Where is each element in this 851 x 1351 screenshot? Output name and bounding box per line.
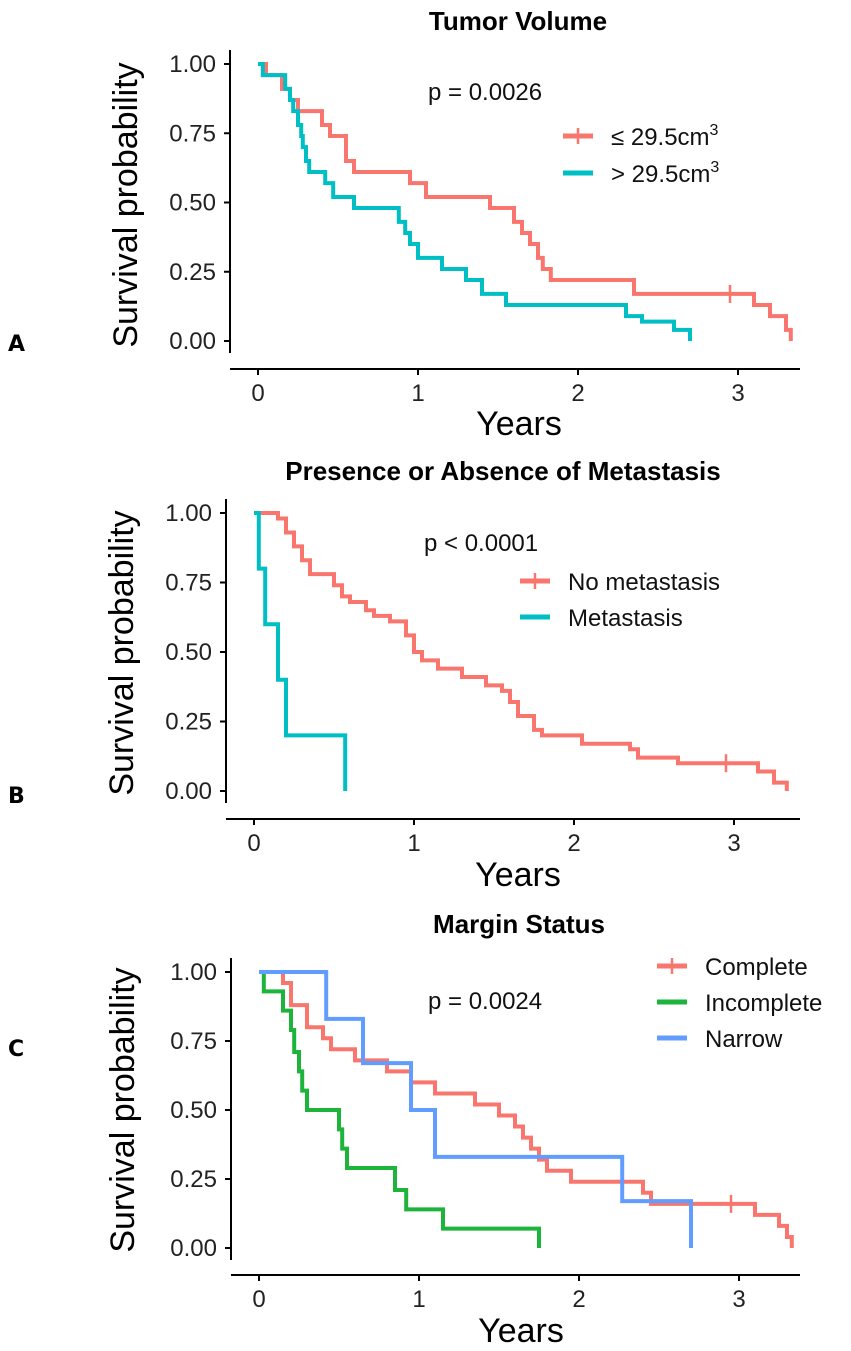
x-tick-label: 1 xyxy=(412,1286,425,1313)
y-tick-label: 0.75 xyxy=(169,120,216,147)
chart-title: Tumor Volume xyxy=(429,6,607,36)
y-axis-label: Survival probability xyxy=(107,62,145,347)
legend-label-narrow: Narrow xyxy=(705,1026,783,1053)
panel-b: B Presence or Absence of Metastasis Surv… xyxy=(0,450,851,900)
y-tick-label: 1.00 xyxy=(169,51,216,78)
km-curve-incomplete xyxy=(259,970,541,1248)
km-curve-metastasis xyxy=(254,511,348,791)
y-tick-label: 0.00 xyxy=(169,328,216,355)
panel-a: A Tumor Volume Survival probability Year… xyxy=(0,0,851,450)
y-tick-label: 0.25 xyxy=(170,1166,217,1193)
legend: ≤ 29.5cm3 > 29.5cm3 xyxy=(563,122,719,188)
x-tick-label: 3 xyxy=(731,380,744,407)
km-curve-29-5cm xyxy=(258,62,793,341)
panel-label: C xyxy=(8,1037,24,1062)
y-tick-label: 1.00 xyxy=(165,500,212,527)
p-value: p < 0.0001 xyxy=(424,530,538,557)
x-tick-label: 1 xyxy=(407,830,420,857)
chart-a-svg: A Tumor Volume Survival probability Year… xyxy=(8,6,800,443)
y-tick-label: 0.75 xyxy=(165,570,212,597)
chart-c-svg: C Margin Status Survival probability Yea… xyxy=(8,909,822,1350)
x-axis-label: Years xyxy=(478,1312,564,1350)
survival-curves xyxy=(258,62,793,341)
legend: No metastasis Metastasis xyxy=(520,569,720,632)
x-axis-label: Years xyxy=(476,405,562,443)
x-tick-label: 0 xyxy=(251,380,264,407)
x-tick-label: 1 xyxy=(411,380,424,407)
y-axis-label: Survival probability xyxy=(104,967,142,1252)
x-axis-label: Years xyxy=(475,856,561,894)
legend-label-incomplete: Incomplete xyxy=(705,990,822,1017)
y-tick-label: 0.00 xyxy=(170,1235,217,1262)
y-axis-label: Survival probability xyxy=(103,510,141,795)
survival-curves xyxy=(259,970,794,1248)
panel-label: A xyxy=(8,332,25,357)
legend-label-complete: Complete xyxy=(705,954,808,981)
y-tick-label: 0.50 xyxy=(165,639,212,666)
legend-label-no-metastasis: No metastasis xyxy=(568,569,720,596)
survival-curves xyxy=(254,511,789,791)
km-curve-narrow xyxy=(259,970,693,1248)
legend: Complete Incomplete Narrow xyxy=(657,954,822,1053)
legend-superscript: 3 xyxy=(710,122,719,139)
axes: 0.00 0.25 0.50 0.75 1.00 0 1 2 3 xyxy=(169,50,800,407)
y-tick-label: 0.25 xyxy=(165,709,212,736)
km-curve-complete xyxy=(259,970,794,1248)
axes: 0.00 0.25 0.50 0.75 1.00 0 1 2 3 xyxy=(170,958,800,1313)
x-tick-label: 2 xyxy=(567,830,580,857)
y-tick-label: 0.75 xyxy=(170,1028,217,1055)
p-value: p = 0.0026 xyxy=(428,79,542,106)
y-tick-label: 0.50 xyxy=(170,1097,217,1124)
legend-label-29-5cm: ≤ 29.5cm3 xyxy=(611,122,719,151)
legend-label-29-5cm: > 29.5cm3 xyxy=(611,159,719,188)
x-tick-label: 0 xyxy=(247,830,260,857)
legend-label-metastasis: Metastasis xyxy=(568,605,683,632)
y-tick-label: 1.00 xyxy=(170,959,217,986)
km-curve-29-5cm xyxy=(258,62,692,341)
x-tick-label: 0 xyxy=(252,1286,265,1313)
panel-label: B xyxy=(8,784,25,809)
x-tick-label: 3 xyxy=(732,1286,745,1313)
x-tick-label: 3 xyxy=(727,830,740,857)
y-tick-label: 0.00 xyxy=(165,778,212,805)
legend-superscript: 3 xyxy=(710,159,719,176)
x-tick-label: 2 xyxy=(571,380,584,407)
axes: 0.00 0.25 0.50 0.75 1.00 0 1 2 3 xyxy=(165,499,800,857)
chart-b-svg: B Presence or Absence of Metastasis Surv… xyxy=(8,456,800,894)
km-curve-no-metastasis xyxy=(254,511,789,791)
chart-title: Presence or Absence of Metastasis xyxy=(285,456,720,486)
y-tick-label: 0.50 xyxy=(169,190,216,217)
p-value: p = 0.0024 xyxy=(428,988,542,1015)
y-tick-label: 0.25 xyxy=(169,259,216,286)
panel-c: C Margin Status Survival probability Yea… xyxy=(0,900,851,1350)
chart-title: Margin Status xyxy=(433,909,605,939)
x-tick-label: 2 xyxy=(572,1286,585,1313)
